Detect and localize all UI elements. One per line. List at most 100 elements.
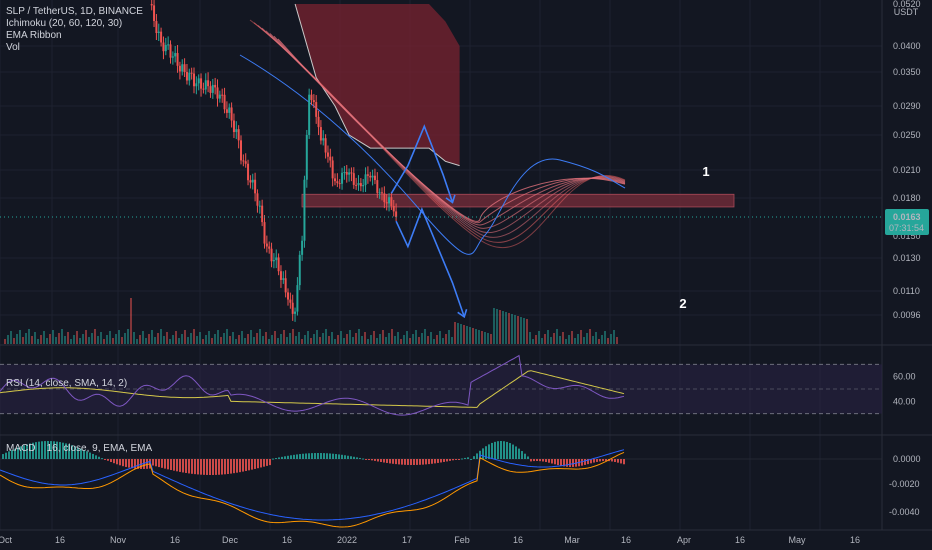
- macd-hist-bar: [20, 446, 22, 459]
- volume-bar: [316, 330, 318, 344]
- candle-body: [155, 21, 158, 33]
- volume-legend[interactable]: Vol: [6, 42, 20, 53]
- macd-hist-bar: [467, 457, 469, 459]
- main-legend: SLP / TetherUS, 1D, BINANCE Ichimoku (20…: [6, 6, 143, 54]
- volume-bar: [379, 334, 381, 344]
- macd-hist-bar: [131, 459, 133, 469]
- volume-bar: [127, 329, 129, 344]
- macd-hist-bar: [344, 455, 346, 459]
- macd-hist-bar: [407, 459, 409, 465]
- volume-bar: [538, 331, 540, 344]
- volume-bar: [115, 334, 117, 344]
- volume-bar: [466, 326, 468, 344]
- volume-bar: [172, 335, 174, 344]
- time-tick: Apr: [677, 535, 691, 545]
- macd-hist-bar: [599, 459, 601, 462]
- macd-hist-bar: [227, 459, 229, 474]
- macd-hist-bar: [200, 459, 202, 475]
- macd-hist-bar: [485, 446, 487, 459]
- volume-bar: [403, 335, 405, 344]
- volume-bar: [106, 335, 108, 344]
- candle-body: [364, 174, 367, 185]
- volume-bar: [4, 339, 6, 344]
- annotation-2: 2: [679, 296, 686, 311]
- volume-bar: [244, 338, 246, 344]
- volume-bar: [364, 332, 366, 344]
- volume-bar: [529, 332, 531, 344]
- candle-body: [355, 184, 358, 186]
- volume-bar: [412, 334, 414, 344]
- macd-hist-bar: [338, 454, 340, 459]
- macd-hist-bar: [410, 459, 412, 465]
- macd-hist-bar: [125, 459, 127, 467]
- macd-hist-bar: [134, 459, 136, 469]
- macd-hist-bar: [92, 453, 94, 459]
- macd-hist-bar: [503, 441, 505, 459]
- macd-hist-bar: [326, 453, 328, 459]
- volume-bar: [349, 330, 351, 344]
- time-tick: Oct: [0, 535, 12, 545]
- macd-hist-bar: [323, 453, 325, 459]
- macd-hist-bar: [566, 459, 568, 467]
- candle-body: [312, 100, 315, 103]
- macd-hist-bar: [119, 459, 121, 466]
- macd-hist-bar: [206, 459, 208, 475]
- candle-body: [244, 161, 247, 164]
- macd-hist-bar: [380, 459, 382, 463]
- macd-line: [0, 449, 625, 521]
- macd-hist-bar: [38, 441, 40, 459]
- macd-hist-bar: [398, 459, 400, 465]
- volume-bar: [151, 330, 153, 344]
- ema-ribbon-legend[interactable]: EMA Ribbon: [6, 30, 62, 41]
- macd-hist-bar: [2, 454, 4, 459]
- macd-hist-bar: [431, 459, 433, 464]
- macd-hist-bar: [98, 456, 100, 459]
- candle-body: [369, 175, 372, 178]
- candle-body: [183, 64, 186, 72]
- volume-bar: [91, 333, 93, 344]
- candle-body: [176, 53, 179, 66]
- candle-body: [209, 86, 212, 93]
- macd-hist-bar: [425, 459, 427, 465]
- ichimoku-legend[interactable]: Ichimoku (20, 60, 120, 30): [6, 18, 123, 29]
- macd-hist-bar: [173, 459, 175, 471]
- macd-hist-bar: [536, 459, 538, 462]
- volume-bar: [46, 338, 48, 344]
- volume-bar: [595, 332, 597, 344]
- macd-hist-bar: [284, 456, 286, 459]
- volume-bar: [346, 334, 348, 344]
- macd-hist-bar: [152, 459, 154, 466]
- macd-legend[interactable]: MACD 16, close, 9, EMA, EMA: [6, 443, 152, 455]
- symbol-title[interactable]: SLP / TetherUS, 1D, BINANCE: [6, 6, 143, 17]
- macd-hist-bar: [299, 454, 301, 459]
- volume-bar: [355, 333, 357, 344]
- volume-bar: [202, 339, 204, 344]
- volume-bar: [283, 330, 285, 344]
- macd-hist-bar: [62, 442, 64, 459]
- macd-hist-bar: [260, 459, 262, 468]
- volume-bar: [511, 314, 513, 344]
- rsi-legend[interactable]: RSI (14, close, SMA, 14, 2): [6, 378, 128, 389]
- volume-bar: [268, 339, 270, 344]
- volume-bar: [181, 334, 183, 344]
- volume-bar: [592, 336, 594, 344]
- volume-bar: [40, 335, 42, 344]
- volume-bar: [88, 337, 90, 344]
- macd-hist-bar: [335, 454, 337, 459]
- volume-bar: [331, 332, 333, 344]
- macd-hist-bar: [80, 448, 82, 459]
- volume-bar: [433, 339, 435, 344]
- volume-bar: [352, 337, 354, 344]
- time-tick: 16: [621, 535, 631, 545]
- candle-body: [193, 73, 195, 87]
- macd-hist-bar: [509, 443, 511, 459]
- macd-hist-bar: [317, 453, 319, 459]
- macd-hist-bar: [452, 459, 454, 461]
- macd-hist-bar: [458, 459, 460, 460]
- macd-hist-bar: [59, 442, 61, 459]
- candle-body: [341, 172, 344, 184]
- candle-body: [174, 53, 177, 57]
- macd-hist-bar: [542, 459, 544, 462]
- macd-hist-bar: [191, 459, 193, 474]
